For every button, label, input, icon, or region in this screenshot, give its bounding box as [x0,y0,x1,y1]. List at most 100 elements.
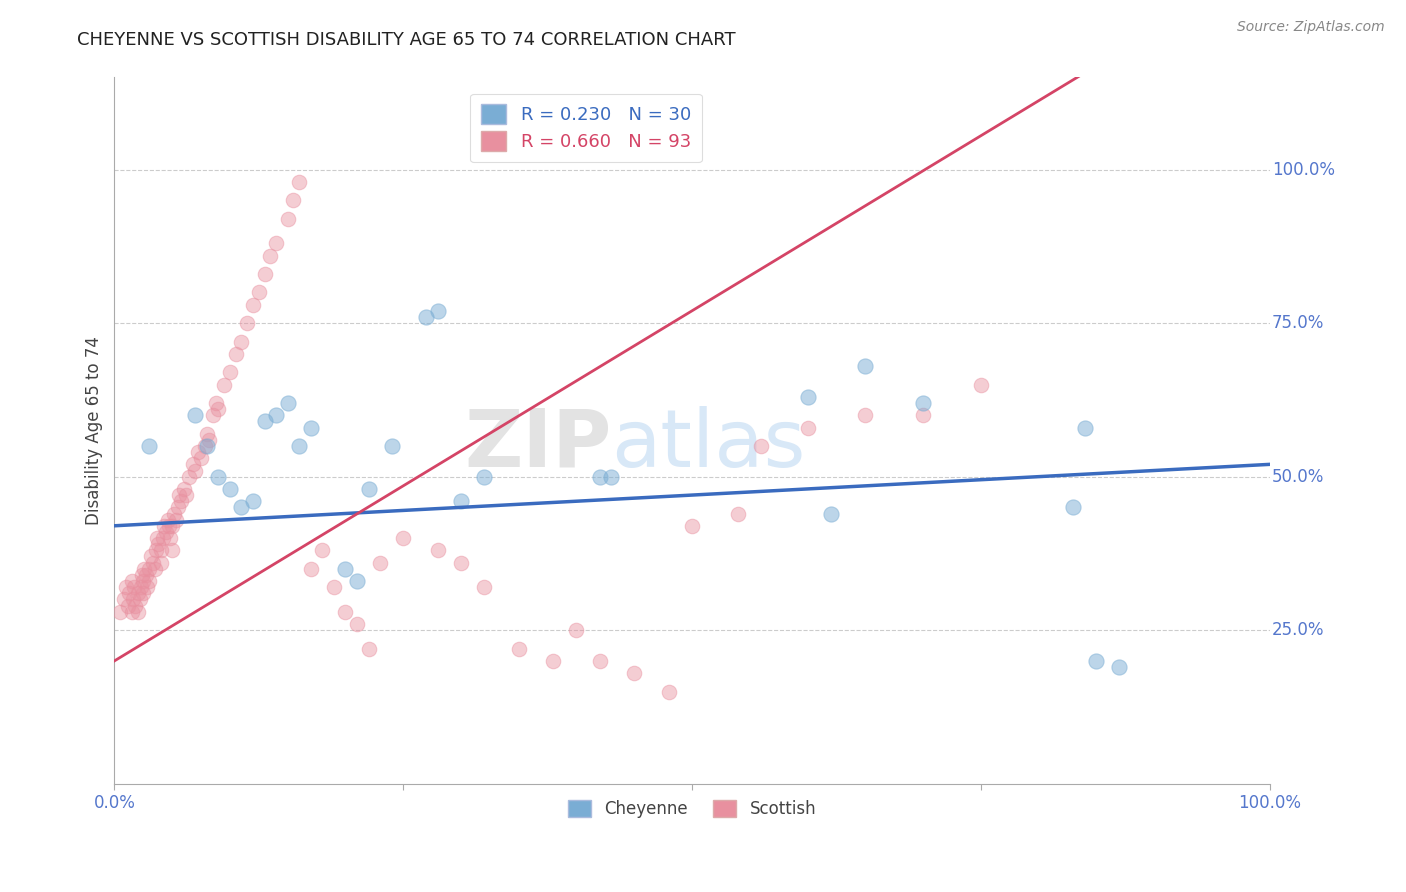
Point [853,359,876,373]
Point [128,592,150,607]
Point [138,439,160,453]
Point [179,469,201,483]
Point [160,518,183,533]
Point [242,298,264,312]
Point [231,334,253,349]
Point [820,507,842,521]
Point [159,531,181,545]
Point [381,439,404,453]
Point [187,445,209,459]
Point [277,396,299,410]
Point [163,507,186,521]
Point [311,543,333,558]
Point [149,543,172,558]
Point [156,513,179,527]
Point [165,513,187,527]
Point [118,586,141,600]
Point [600,469,623,483]
Point [392,531,415,545]
Point [911,409,934,423]
Point [155,524,177,539]
Point [184,409,207,423]
Point [190,451,212,466]
Point [122,592,145,607]
Point [219,365,242,379]
Point [138,562,160,576]
Point [195,426,218,441]
Point [335,562,357,576]
Point [121,574,143,588]
Point [335,605,357,619]
Point [127,586,149,600]
Point [207,402,229,417]
Point [141,556,163,570]
Text: CHEYENNE VS SCOTTISH DISABILITY AGE 65 TO 74 CORRELATION CHART: CHEYENNE VS SCOTTISH DISABILITY AGE 65 T… [77,31,735,49]
Point [1074,420,1097,434]
Point [173,482,195,496]
Text: 100.0%: 100.0% [1272,161,1334,178]
Point [288,439,311,453]
Point [127,605,149,619]
Point [415,310,437,324]
Point [181,458,204,472]
Point [588,469,610,483]
Point [193,439,215,453]
Point [1108,660,1130,674]
Text: Source: ZipAtlas.com: Source: ZipAtlas.com [1237,20,1385,34]
Y-axis label: Disability Age 65 to 74: Disability Age 65 to 74 [86,336,103,525]
Point [472,580,495,594]
Point [157,518,180,533]
Point [911,396,934,410]
Point [146,531,169,545]
Point [242,494,264,508]
Point [253,414,276,428]
Point [288,175,311,189]
Point [472,469,495,483]
Point [121,605,143,619]
Point [236,316,259,330]
Point [135,568,157,582]
Point [299,420,322,434]
Point [253,267,276,281]
Text: ZIP: ZIP [464,406,612,483]
Point [143,562,166,576]
Point [450,556,472,570]
Point [132,586,155,600]
Point [112,592,135,607]
Point [231,500,253,515]
Point [357,482,380,496]
Point [219,482,242,496]
Point [346,617,368,632]
Point [357,641,380,656]
Point [264,236,287,251]
Point [225,347,247,361]
Point [138,574,160,588]
Point [508,641,530,656]
Point [198,433,221,447]
Point [796,390,818,404]
Point [543,654,565,668]
Point [205,396,228,410]
Point [450,494,472,508]
Point [129,580,152,594]
Point [727,507,749,521]
Point [160,543,183,558]
Point [149,556,172,570]
Point [426,303,449,318]
Point [1062,500,1084,515]
Point [796,420,818,434]
Point [681,518,703,533]
Point [207,469,229,483]
Point [247,285,270,300]
Point [264,409,287,423]
Point [283,194,305,208]
Point [122,580,145,594]
Point [853,409,876,423]
Point [368,556,391,570]
Point [174,488,197,502]
Point [167,500,190,515]
Point [588,654,610,668]
Point [1085,654,1108,668]
Point [749,439,772,453]
Point [426,543,449,558]
